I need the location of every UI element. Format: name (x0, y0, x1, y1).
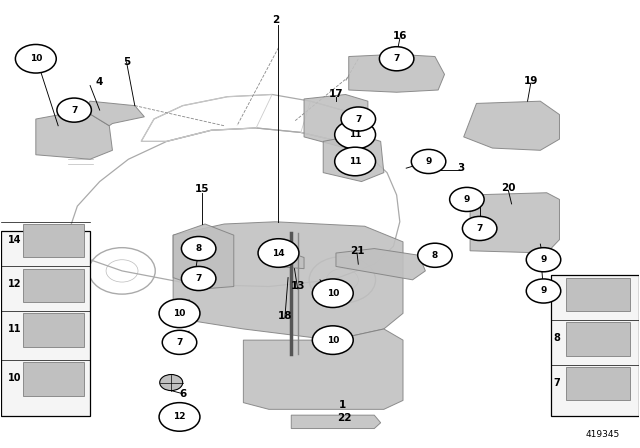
Text: 7: 7 (71, 106, 77, 115)
Polygon shape (173, 222, 403, 340)
Circle shape (258, 239, 299, 267)
Text: 9: 9 (426, 157, 432, 166)
Circle shape (418, 243, 452, 267)
Circle shape (160, 375, 182, 391)
Text: 9: 9 (540, 286, 547, 296)
Bar (1, 231, 90, 416)
Text: 19: 19 (524, 76, 538, 86)
Text: 9: 9 (464, 195, 470, 204)
Text: 10: 10 (326, 336, 339, 345)
Circle shape (181, 267, 216, 291)
Polygon shape (470, 193, 559, 253)
Text: 7: 7 (176, 338, 182, 347)
Circle shape (463, 216, 497, 241)
Circle shape (163, 330, 196, 354)
Text: 10: 10 (173, 309, 186, 318)
Circle shape (312, 326, 353, 354)
Text: 6: 6 (179, 389, 186, 399)
Text: 17: 17 (329, 90, 343, 99)
Text: 7: 7 (355, 115, 362, 124)
Bar (23, 362, 84, 396)
Text: 13: 13 (291, 280, 305, 291)
Circle shape (526, 248, 561, 272)
Text: 419345: 419345 (586, 430, 620, 439)
Text: 9: 9 (540, 255, 547, 264)
Circle shape (312, 279, 353, 307)
Polygon shape (173, 224, 234, 289)
Text: 2: 2 (271, 15, 279, 25)
Circle shape (335, 121, 376, 149)
Circle shape (335, 147, 376, 176)
Text: 18: 18 (278, 310, 292, 321)
Circle shape (341, 107, 376, 131)
Text: 14: 14 (8, 235, 22, 245)
Text: 8: 8 (196, 244, 202, 253)
Polygon shape (36, 110, 113, 159)
Text: 20: 20 (501, 183, 516, 193)
Bar (23, 224, 84, 258)
Text: 7: 7 (195, 274, 202, 283)
Bar (566, 367, 630, 401)
Polygon shape (323, 135, 384, 181)
Polygon shape (272, 253, 304, 269)
Text: 12: 12 (173, 413, 186, 422)
Polygon shape (304, 95, 368, 148)
Text: 5: 5 (123, 57, 130, 67)
Text: 11: 11 (8, 324, 22, 334)
Text: 4: 4 (96, 77, 104, 87)
Polygon shape (291, 415, 381, 429)
Text: 22: 22 (337, 413, 351, 423)
Text: 10: 10 (29, 54, 42, 63)
Text: 8: 8 (432, 251, 438, 260)
Bar (23, 269, 84, 302)
Circle shape (450, 187, 484, 211)
Polygon shape (336, 249, 426, 280)
Text: 21: 21 (350, 246, 364, 256)
Circle shape (380, 47, 414, 71)
Text: 10: 10 (326, 289, 339, 298)
Bar (23, 313, 84, 347)
Polygon shape (464, 101, 559, 151)
Text: 10: 10 (8, 373, 22, 383)
Circle shape (526, 279, 561, 303)
Text: 3: 3 (457, 163, 464, 173)
Text: 7: 7 (476, 224, 483, 233)
Bar (566, 322, 630, 356)
Circle shape (181, 237, 216, 261)
Text: 12: 12 (8, 279, 22, 289)
Bar (551, 276, 639, 416)
Text: 9: 9 (554, 288, 561, 298)
Text: 7: 7 (394, 54, 400, 63)
Circle shape (15, 44, 56, 73)
Text: 16: 16 (392, 31, 407, 41)
Text: 7: 7 (554, 378, 561, 388)
Circle shape (412, 150, 446, 173)
Text: 15: 15 (195, 184, 209, 194)
Text: 11: 11 (349, 130, 362, 139)
Polygon shape (349, 54, 445, 92)
Polygon shape (243, 329, 403, 409)
Text: 8: 8 (554, 333, 561, 343)
Text: 11: 11 (349, 157, 362, 166)
Circle shape (159, 403, 200, 431)
Polygon shape (84, 101, 145, 126)
Text: 1: 1 (339, 400, 346, 410)
Bar (566, 278, 630, 311)
Text: 14: 14 (272, 249, 285, 258)
Circle shape (159, 299, 200, 327)
Circle shape (57, 98, 92, 122)
